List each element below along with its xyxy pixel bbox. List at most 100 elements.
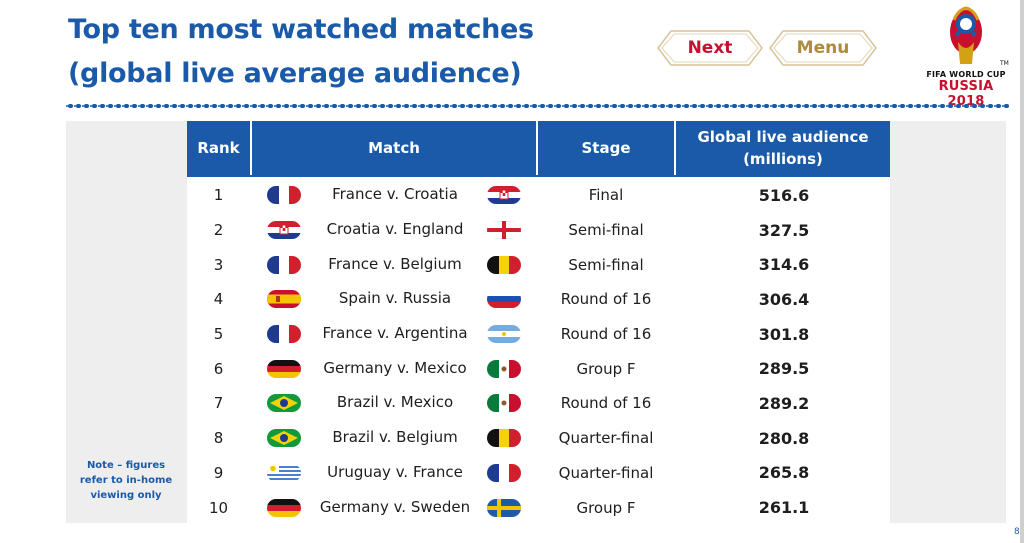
mexico-flag-icon <box>487 394 521 413</box>
match-name: France v. Croatia <box>332 185 458 204</box>
stage-cell: Round of 16 <box>560 325 652 344</box>
audience-cell: 289.5 <box>758 359 810 379</box>
stage-cell: Quarter-final <box>558 429 654 448</box>
rank-cell: 4 <box>213 290 224 309</box>
france-flag-icon <box>267 255 301 274</box>
table-row: 9 Uruguay v. France Quarter-final 265.8 <box>187 456 890 491</box>
uruguay-flag-icon <box>267 463 301 482</box>
match-cell: Croatia v. England <box>259 218 527 242</box>
rank-cell: 1 <box>213 186 224 205</box>
menu-button[interactable]: Menu <box>769 30 877 66</box>
match-cell: Germany v. Sweden <box>259 496 527 520</box>
rank-cell: 8 <box>213 429 224 448</box>
rank-cell: 10 <box>208 498 229 517</box>
france-flag-icon <box>267 325 301 344</box>
spain-flag-icon <box>267 290 301 309</box>
germany-flag-icon <box>267 359 301 378</box>
match-name: Spain v. Russia <box>338 289 452 308</box>
footnote-line-3: viewing only <box>90 490 162 501</box>
right-edge-strip <box>1020 0 1024 543</box>
audience-cell: 327.5 <box>758 220 810 240</box>
audience-cell: 280.8 <box>758 428 810 448</box>
match-cell: Uruguay v. France <box>259 461 527 485</box>
match-cell: France v. Belgium <box>259 253 527 277</box>
match-cell: France v. Croatia <box>259 183 527 207</box>
england-flag-icon <box>487 221 521 240</box>
match-name: France v. Belgium <box>328 254 462 273</box>
germany-flag-icon <box>267 498 301 517</box>
table-row: 5 France v. Argentina Round of 16 301.8 <box>187 317 890 352</box>
table-row: 8 Brazil v. Belgium Quarter-final 280.8 <box>187 421 890 456</box>
match-name: Brazil v. Belgium <box>332 428 458 447</box>
next-button-label: Next <box>687 38 733 58</box>
page-title: Top ten most watched matches (global liv… <box>68 8 588 96</box>
match-name: Germany v. Sweden <box>319 497 471 516</box>
header-audience-line-1: Global live audience <box>697 128 869 146</box>
stage-cell: Final <box>588 186 624 205</box>
table-body: 1 France v. Croatia Final 516.6 2 Croatia v. … <box>187 178 890 525</box>
footnote-line-1: Note – figures <box>86 460 166 471</box>
audience-cell: 261.1 <box>758 498 810 518</box>
stage-cell: Quarter-final <box>558 463 654 482</box>
stage-cell: Round of 16 <box>560 394 652 413</box>
match-name: France v. Argentina <box>322 324 468 343</box>
stage-cell: Group F <box>576 359 636 378</box>
audience-cell: 265.8 <box>758 463 810 483</box>
match-name: Brazil v. Mexico <box>336 393 454 412</box>
brazil-flag-icon <box>267 429 301 448</box>
page-number: 8 <box>1014 527 1020 537</box>
france-flag-icon <box>267 186 301 205</box>
header-stage: Stage <box>538 121 674 175</box>
match-cell: Spain v. Russia <box>259 287 527 311</box>
world-cup-logo-icon <box>950 6 982 64</box>
next-button[interactable]: Next <box>657 30 763 66</box>
rank-cell: 6 <box>213 359 224 378</box>
match-cell: Germany v. Mexico <box>259 357 527 381</box>
rank-cell: 7 <box>213 394 224 413</box>
decorative-divider <box>66 104 1010 108</box>
menu-button-frame <box>769 30 877 66</box>
stage-cell: Group F <box>576 498 636 517</box>
table-row: 10 Germany v. Sweden Group F 261.1 <box>187 490 890 525</box>
croatia-flag-icon <box>267 221 301 240</box>
next-button-frame <box>657 30 763 66</box>
match-cell: Brazil v. Belgium <box>259 426 527 450</box>
logo-text-fifa: FIFA WORLD CUP <box>926 70 1006 79</box>
france-flag-icon <box>487 463 521 482</box>
title-line-2: (global live average audience) <box>68 58 522 89</box>
rank-cell: 2 <box>213 221 224 240</box>
footnote-line-2: refer to in-home <box>79 475 173 486</box>
header-rank: Rank <box>187 121 250 175</box>
rank-cell: 9 <box>213 463 224 482</box>
table-header: Rank Match Stage Global live audience (m… <box>187 121 890 175</box>
mexico-flag-icon <box>487 359 521 378</box>
table-row: 4 Spain v. Russia Round of 16 306.4 <box>187 282 890 317</box>
match-cell: Brazil v. Mexico <box>259 391 527 415</box>
table-background <box>187 121 890 523</box>
audience-cell: 306.4 <box>758 289 810 309</box>
brazil-flag-icon <box>267 394 301 413</box>
stage-cell: Semi-final <box>568 221 644 240</box>
audience-cell: 516.6 <box>758 185 810 205</box>
menu-button-label: Menu <box>796 38 850 58</box>
header-audience: Global live audience (millions) <box>676 121 890 175</box>
match-name: Uruguay v. France <box>327 462 463 481</box>
stage-cell: Round of 16 <box>560 290 652 309</box>
russia-flag-icon <box>487 290 521 309</box>
header-match: Match <box>252 121 536 175</box>
table-row: 6 Germany v. Mexico Group F 289.5 <box>187 351 890 386</box>
audience-cell: 301.8 <box>758 324 810 344</box>
footnote: Note – figures refer to in-home viewing … <box>72 458 180 503</box>
argentina-flag-icon <box>487 325 521 344</box>
table-row: 7 Brazil v. Mexico Round of 16 289.2 <box>187 386 890 421</box>
table-row: 1 France v. Croatia Final 516.6 <box>187 178 890 213</box>
table-row: 3 France v. Belgium Semi-final 314.6 <box>187 247 890 282</box>
stage-cell: Semi-final <box>568 255 644 274</box>
header-audience-line-2: (millions) <box>743 150 823 168</box>
table-row: 2 Croatia v. England Semi-final 327.5 <box>187 213 890 248</box>
rank-cell: 3 <box>213 255 224 274</box>
match-name: Germany v. Mexico <box>323 358 467 377</box>
belgium-flag-icon <box>487 255 521 274</box>
logo-trademark: TM <box>1000 60 1009 67</box>
audience-cell: 289.2 <box>758 393 810 413</box>
